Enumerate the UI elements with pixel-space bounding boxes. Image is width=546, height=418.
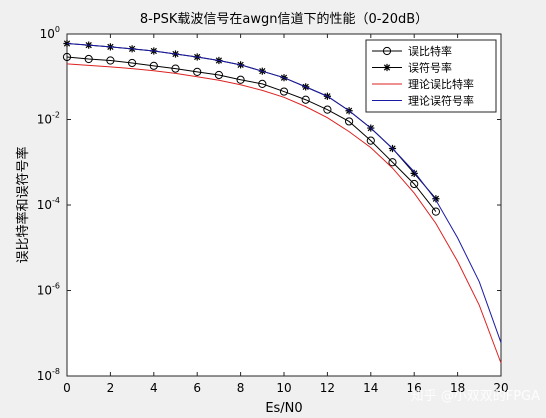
circle-marker <box>431 207 440 216</box>
y-axis-label: 误比特率和误符号率 <box>15 146 31 263</box>
x-tick-label: 16 <box>407 381 422 395</box>
y-tick-base: 10 <box>37 113 52 127</box>
y-tick-exponent: -6 <box>52 282 60 291</box>
legend-entry: 理论误符号率 <box>372 94 474 108</box>
series-line <box>66 42 502 343</box>
series-4 <box>66 42 502 343</box>
legend-label: 误符号率 <box>408 61 452 75</box>
chart-title: 8-PSK载波信号在awgn信道下的性能（0-20dB） <box>140 11 428 27</box>
y-tick-base: 10 <box>37 198 52 212</box>
y-tick-label: 10-4 <box>37 196 60 212</box>
circle-marker <box>62 52 72 62</box>
x-tick-label: 14 <box>363 381 378 395</box>
circle-marker <box>84 54 93 64</box>
x-tick-label: 12 <box>320 381 335 395</box>
circle-marker <box>128 58 137 68</box>
circle-marker <box>106 56 115 65</box>
y-tick-exponent: -4 <box>52 196 60 205</box>
star-marker <box>383 63 391 72</box>
y-tick-label: 10-2 <box>37 111 60 127</box>
circle-marker <box>366 136 375 145</box>
x-tick-label: 2 <box>107 381 115 395</box>
y-tick-base: 10 <box>40 27 55 41</box>
x-tick-label: 4 <box>150 381 158 395</box>
y-tick-label: 10-6 <box>37 282 60 298</box>
circle-marker <box>323 105 332 114</box>
circle-marker <box>410 179 419 189</box>
circle-marker <box>193 67 202 76</box>
star-marker <box>432 195 440 203</box>
y-tick-label: 10-8 <box>37 367 60 383</box>
circle-marker <box>214 70 223 80</box>
circle-marker <box>388 158 397 167</box>
circle-marker <box>258 79 267 89</box>
series-1 <box>62 52 440 216</box>
circle-marker <box>345 117 354 126</box>
x-tick-label: 18 <box>450 381 465 395</box>
legend-entry: 误比特率 <box>372 44 452 58</box>
x-tick-label: 0 <box>63 381 71 395</box>
x-tick-label: 6 <box>193 381 201 395</box>
legend-label: 理论误比特率 <box>408 77 474 91</box>
legend-entry: 理论误比特率 <box>372 77 474 91</box>
circle-marker <box>279 87 289 96</box>
y-tick-exponent: -2 <box>52 111 60 120</box>
legend-circle-marker <box>382 46 392 56</box>
legend-label: 误比特率 <box>408 44 452 58</box>
series-3 <box>66 63 502 364</box>
series-group <box>62 39 502 364</box>
y-tick-base: 10 <box>37 369 52 383</box>
legend-entry: 误符号率 <box>372 61 452 75</box>
y-tick-exponent: -8 <box>52 367 60 376</box>
star-marker <box>410 169 418 177</box>
watermark: 知乎 @小双双的FPGA <box>411 388 541 404</box>
x-axis-label: Es/N0 <box>265 401 302 416</box>
x-tick-label: 20 <box>493 381 508 395</box>
legend-label: 理论误符号率 <box>408 94 474 108</box>
y-tick-exponent: 0 <box>55 25 60 34</box>
y-tick-label: 100 <box>40 25 60 41</box>
x-tick-label: 8 <box>237 381 245 395</box>
circle-marker <box>171 64 180 73</box>
circle-marker <box>236 75 245 84</box>
circle-marker <box>301 95 310 104</box>
x-tick-label: 10 <box>276 381 291 395</box>
series-line <box>66 63 502 364</box>
circle-marker <box>149 61 158 70</box>
y-tick-base: 10 <box>37 284 52 298</box>
